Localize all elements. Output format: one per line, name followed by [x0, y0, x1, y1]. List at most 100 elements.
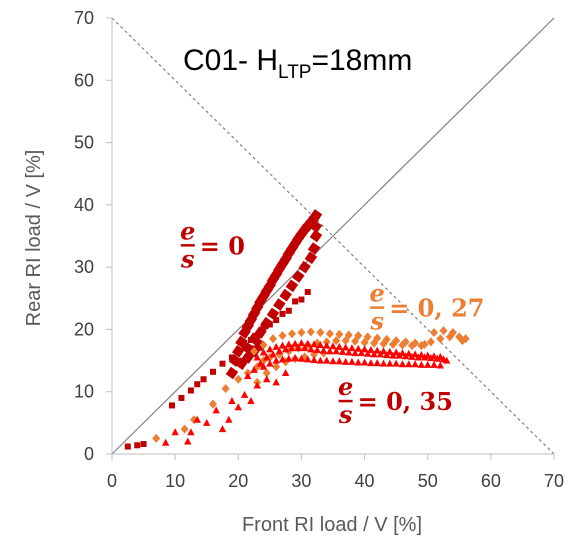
data-point — [278, 355, 287, 363]
data-point — [373, 333, 382, 343]
data-point — [272, 378, 280, 386]
data-point — [370, 350, 378, 358]
data-point — [300, 344, 309, 352]
data-point — [430, 328, 439, 338]
data-point — [253, 381, 261, 389]
data-point — [348, 344, 356, 352]
data-point — [307, 345, 315, 353]
data-point — [291, 339, 299, 347]
annotation-1: es = 0, 27 — [369, 279, 484, 336]
data-point — [285, 340, 293, 348]
data-point — [273, 317, 280, 324]
data-point — [354, 331, 363, 341]
data-point — [269, 334, 278, 344]
data-point — [310, 340, 318, 348]
data-point — [392, 348, 400, 356]
data-point — [187, 428, 195, 436]
annotation-value: = 0, 27 — [389, 294, 484, 323]
data-point — [203, 418, 211, 426]
data-point — [322, 356, 331, 364]
data-point — [360, 358, 369, 366]
data-point — [360, 345, 369, 353]
data-point — [168, 402, 175, 409]
data-point — [313, 345, 321, 353]
data-point — [439, 326, 448, 336]
annotation-value: = 0, 35 — [358, 387, 453, 416]
data-point — [309, 209, 323, 222]
data-point — [194, 381, 201, 388]
data-point — [225, 366, 239, 380]
data-point — [401, 337, 410, 347]
data-point — [335, 329, 344, 339]
data-point — [250, 346, 259, 356]
data-point — [373, 346, 381, 354]
x-tick-label: 70 — [544, 471, 564, 491]
reference-line-dashed — [111, 17, 555, 455]
data-point — [285, 354, 293, 362]
data-point — [354, 344, 362, 352]
data-point — [335, 342, 344, 350]
data-point — [260, 324, 267, 331]
data-point — [332, 347, 340, 355]
data-point — [256, 359, 265, 367]
data-point — [341, 343, 350, 351]
data-point — [386, 359, 394, 367]
series-3 — [161, 339, 451, 446]
x-tick-label: 50 — [418, 471, 438, 491]
data-point — [367, 359, 375, 367]
data-point — [210, 368, 217, 375]
data-point — [341, 357, 350, 365]
data-point — [219, 360, 226, 367]
data-point — [430, 360, 438, 368]
data-point — [316, 341, 325, 348]
data-point — [319, 346, 328, 354]
data-point — [272, 362, 281, 372]
annotation-value: = 0 — [200, 231, 245, 260]
data-point — [345, 348, 353, 356]
data-point — [134, 442, 141, 449]
data-point — [193, 415, 201, 423]
data-point — [392, 336, 401, 346]
chart-title-suffix: =18mm — [311, 44, 412, 77]
data-point — [285, 307, 292, 314]
x-tick-label: 60 — [481, 471, 501, 491]
data-point — [351, 336, 360, 346]
data-point — [341, 336, 350, 346]
x-tick-label: 20 — [228, 471, 248, 491]
data-point — [411, 350, 419, 358]
data-point — [373, 359, 381, 367]
data-point — [218, 425, 227, 433]
data-point — [263, 375, 271, 383]
annotation-denominator: s — [369, 307, 384, 336]
data-point — [244, 372, 252, 380]
data-point — [180, 424, 189, 434]
data-point — [250, 365, 258, 373]
data-point — [405, 349, 413, 357]
data-point — [392, 359, 400, 367]
data-point — [259, 362, 268, 370]
data-point — [259, 348, 268, 356]
data-point — [367, 345, 375, 353]
data-point — [291, 354, 299, 362]
data-point — [379, 347, 388, 355]
data-point — [297, 339, 306, 347]
data-point — [266, 345, 274, 353]
data-point — [304, 289, 311, 296]
data-point — [292, 270, 305, 283]
data-point — [411, 360, 419, 368]
data-point — [266, 359, 274, 367]
data-point — [329, 342, 337, 350]
reference-line-solid — [111, 17, 555, 455]
data-point — [379, 359, 388, 367]
tick-labels: 0 10 20 30 40 50 60 70 0 10 20 30 40 50 60 70 — [74, 8, 564, 491]
data-point — [436, 361, 445, 369]
data-point — [124, 443, 131, 450]
annotation-numerator: e — [338, 372, 353, 401]
data-point — [436, 352, 445, 360]
data-point — [298, 260, 311, 274]
data-point — [269, 350, 277, 358]
annotation-2: es = 0, 35 — [338, 372, 453, 429]
y-tick-label: 20 — [74, 319, 94, 339]
data-point — [424, 351, 432, 359]
data-point — [184, 437, 192, 445]
